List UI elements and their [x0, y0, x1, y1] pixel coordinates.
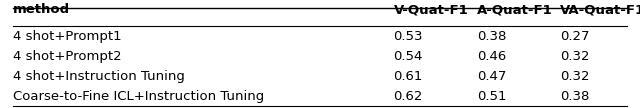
- Text: 0.46: 0.46: [477, 50, 506, 63]
- Text: 0.38: 0.38: [477, 30, 506, 43]
- Text: 4 shot+Instruction Tuning: 4 shot+Instruction Tuning: [13, 70, 185, 83]
- Text: 0.38: 0.38: [560, 90, 589, 103]
- Text: 0.32: 0.32: [560, 50, 589, 63]
- Text: 0.51: 0.51: [477, 90, 506, 103]
- Text: Coarse-to-Fine ICL+Instruction Tuning: Coarse-to-Fine ICL+Instruction Tuning: [13, 90, 264, 103]
- Text: 0.53: 0.53: [394, 30, 423, 43]
- Text: 0.47: 0.47: [477, 70, 506, 83]
- Text: 0.62: 0.62: [394, 90, 423, 103]
- Text: 0.61: 0.61: [394, 70, 423, 83]
- Text: VA-Quat-F1: VA-Quat-F1: [560, 3, 640, 16]
- Text: V-Quat-F1: V-Quat-F1: [394, 3, 468, 16]
- Text: 4 shot+Prompt1: 4 shot+Prompt1: [13, 30, 122, 43]
- Text: 4 shot+Prompt2: 4 shot+Prompt2: [13, 50, 122, 63]
- Text: 0.54: 0.54: [394, 50, 423, 63]
- Text: A-Quat-F1: A-Quat-F1: [477, 3, 552, 16]
- Text: method: method: [13, 3, 70, 16]
- Text: 0.32: 0.32: [560, 70, 589, 83]
- Text: 0.27: 0.27: [560, 30, 589, 43]
